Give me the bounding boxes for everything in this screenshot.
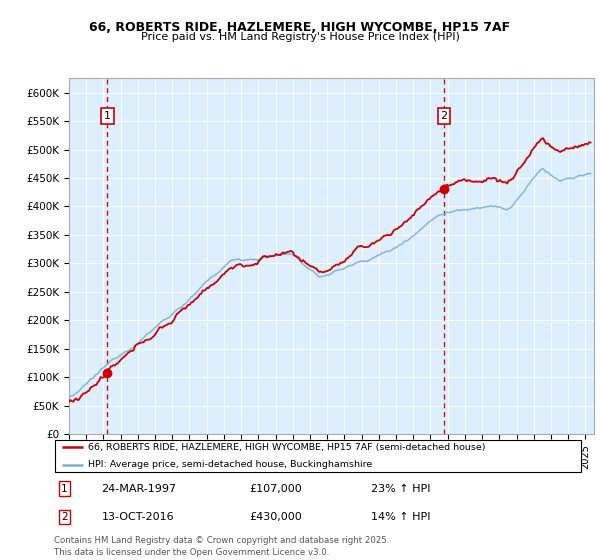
Text: 23% ↑ HPI: 23% ↑ HPI bbox=[371, 484, 430, 493]
Text: 1: 1 bbox=[61, 484, 68, 493]
FancyBboxPatch shape bbox=[55, 440, 581, 472]
Text: 66, ROBERTS RIDE, HAZLEMERE, HIGH WYCOMBE, HP15 7AF: 66, ROBERTS RIDE, HAZLEMERE, HIGH WYCOMB… bbox=[89, 21, 511, 34]
Text: 1: 1 bbox=[104, 111, 111, 121]
Text: 2: 2 bbox=[440, 111, 448, 121]
Text: £430,000: £430,000 bbox=[250, 512, 302, 522]
Text: Price paid vs. HM Land Registry's House Price Index (HPI): Price paid vs. HM Land Registry's House … bbox=[140, 32, 460, 42]
Text: £107,000: £107,000 bbox=[250, 484, 302, 493]
Text: 2: 2 bbox=[61, 512, 68, 522]
Text: 24-MAR-1997: 24-MAR-1997 bbox=[101, 484, 176, 493]
Text: 66, ROBERTS RIDE, HAZLEMERE, HIGH WYCOMBE, HP15 7AF (semi-detached house): 66, ROBERTS RIDE, HAZLEMERE, HIGH WYCOMB… bbox=[88, 442, 486, 452]
Text: HPI: Average price, semi-detached house, Buckinghamshire: HPI: Average price, semi-detached house,… bbox=[88, 460, 373, 469]
Text: 14% ↑ HPI: 14% ↑ HPI bbox=[371, 512, 430, 522]
Text: Contains HM Land Registry data © Crown copyright and database right 2025.
This d: Contains HM Land Registry data © Crown c… bbox=[54, 536, 389, 557]
Text: 13-OCT-2016: 13-OCT-2016 bbox=[101, 512, 174, 522]
